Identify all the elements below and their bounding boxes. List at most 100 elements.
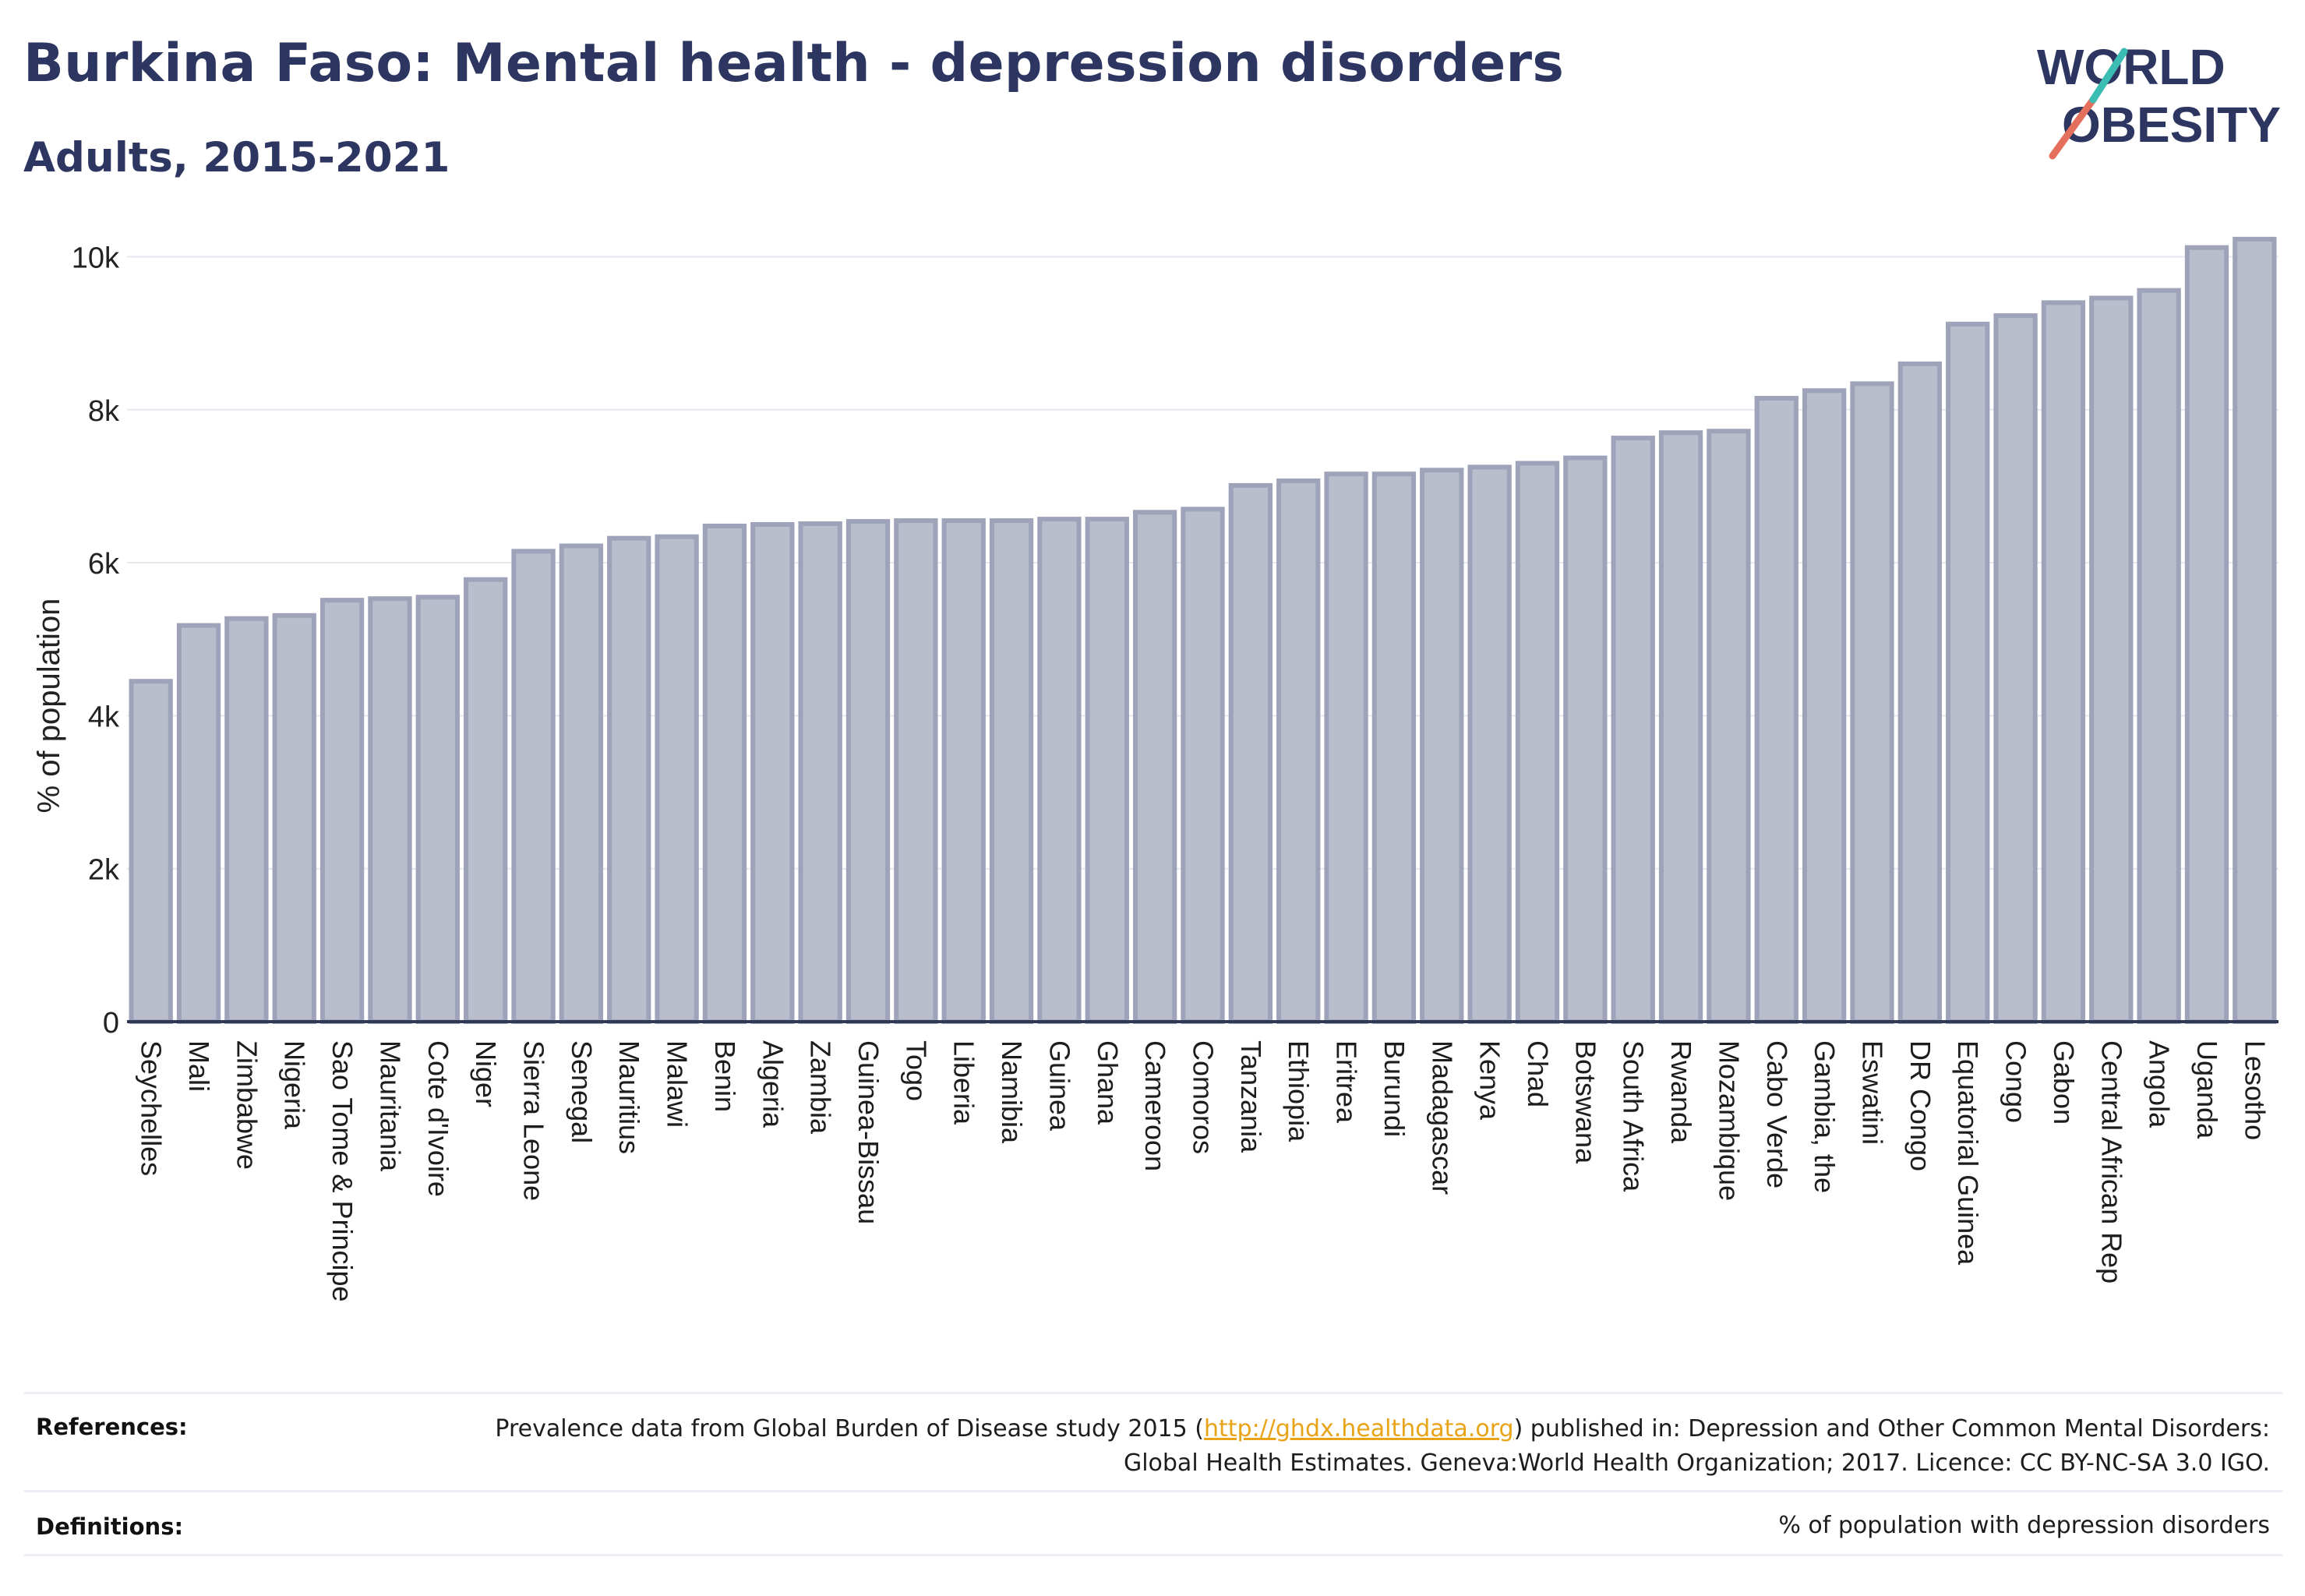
x-tick-label: Mauritania — [374, 1040, 406, 1172]
bar — [750, 521, 795, 1024]
bar — [2041, 300, 2086, 1025]
x-tick-label: Botswana — [1569, 1040, 1601, 1164]
x-tick-label: Liberia — [948, 1040, 980, 1125]
x-tick-label: Zambia — [805, 1040, 837, 1135]
bar — [1946, 321, 1990, 1024]
bar — [176, 623, 221, 1025]
x-tick-label: Burundi — [1378, 1040, 1410, 1137]
bar — [319, 598, 365, 1024]
x-tick-label: Lesotho — [2239, 1040, 2271, 1140]
references-text: Prevalence data from Global Burden of Di… — [478, 1412, 2270, 1481]
x-tick-label: Angola — [2144, 1040, 2176, 1128]
logo-slash-teal — [2089, 48, 2128, 104]
bar — [1467, 464, 1512, 1024]
logo-line-2: OBESITY — [2062, 97, 2281, 153]
x-tick-label: Mali — [183, 1040, 215, 1092]
x-tick-label: Cameroon — [1139, 1040, 1171, 1171]
x-tick-label: Mauritius — [613, 1040, 645, 1154]
bar — [1850, 381, 1894, 1024]
bar — [2089, 295, 2134, 1024]
bar — [1897, 361, 1942, 1024]
logo-slash-coral — [2049, 96, 2097, 160]
bar — [224, 616, 269, 1024]
x-tick-label: Guinea-Bissau — [852, 1040, 884, 1224]
bar — [607, 535, 651, 1024]
bar — [1658, 430, 1703, 1024]
bar — [2184, 245, 2229, 1024]
x-tick-label: Senegal — [566, 1040, 598, 1143]
y-tick-label: 4k — [88, 701, 120, 733]
x-axis-ticks: Seychelles Mali Zimbabwe Nigeria Sao Tome & … — [136, 1040, 2271, 1302]
x-tick-label: Tanzania — [1235, 1040, 1267, 1153]
x-tick-label: Ethiopia — [1283, 1040, 1315, 1142]
bar-chart: 0 2k 4k 6k 8k 10k Seychelles Mali Zimbabwe Niger… — [32, 236, 2279, 1302]
definitions-label: Definitions: — [36, 1513, 184, 1540]
definitions-text: % of population with depression disorder… — [1778, 1512, 2270, 1539]
x-tick-label: Madagascar — [1426, 1040, 1458, 1195]
bar — [1611, 436, 1655, 1024]
bar — [1754, 396, 1798, 1024]
y-tick-label: 10k — [72, 242, 120, 274]
x-tick-label: Cabo Verde — [1761, 1040, 1793, 1188]
bar — [1276, 478, 1321, 1024]
x-tick-label: Chad — [1522, 1040, 1554, 1107]
x-tick-label: Equatorial Guinea — [1952, 1040, 1984, 1266]
x-tick-label: Uganda — [2191, 1040, 2223, 1139]
footer-divider-top — [23, 1392, 2283, 1394]
x-tick-label: Namibia — [996, 1040, 1028, 1144]
bar — [655, 534, 699, 1024]
footer-divider-bottom — [23, 1554, 2283, 1556]
bar — [989, 518, 1034, 1024]
x-tick-label: Sao Tome & Principe — [327, 1040, 358, 1302]
bar — [464, 577, 508, 1024]
bar — [129, 679, 173, 1024]
x-tick-label: Nigeria — [279, 1040, 311, 1130]
x-tick-label: Sierra Leone — [518, 1040, 550, 1201]
bar — [1993, 313, 2038, 1025]
bar — [272, 613, 316, 1024]
x-tick-label: Benin — [709, 1040, 741, 1112]
bar — [1707, 429, 1751, 1024]
y-axis-label: % of population — [32, 598, 66, 814]
bar — [1515, 461, 1560, 1024]
logo-line-1: WORLD — [2037, 39, 2226, 95]
bar — [1563, 455, 1608, 1024]
footer-divider-middle — [23, 1490, 2283, 1492]
chart-title: Burkina Faso: Mental health - depression… — [23, 33, 1565, 94]
bar — [894, 518, 938, 1024]
bar — [1181, 507, 1225, 1024]
x-tick-label: Congo — [2000, 1040, 2032, 1123]
x-tick-label: Gambia, the — [1809, 1040, 1841, 1193]
bar — [798, 521, 842, 1024]
bar — [1228, 482, 1273, 1024]
y-tick-label: 0 — [103, 1007, 119, 1040]
bar — [2137, 288, 2181, 1024]
bar — [511, 549, 556, 1024]
x-tick-label: Togo — [900, 1040, 932, 1101]
references-text-before: Prevalence data from Global Burden of Di… — [495, 1415, 1204, 1442]
x-tick-label: Kenya — [1474, 1040, 1506, 1121]
bars — [129, 236, 2277, 1025]
bar — [415, 595, 460, 1024]
y-axis-ticks: 0 2k 4k 6k 8k 10k — [72, 242, 120, 1040]
references-link[interactable]: http://ghdx.healthdata.org — [1203, 1415, 1514, 1442]
x-tick-label: Malawi — [662, 1040, 694, 1128]
bar — [1371, 471, 1417, 1024]
y-tick-label: 8k — [88, 395, 120, 428]
bar — [1132, 510, 1177, 1024]
x-tick-label: Seychelles — [136, 1040, 168, 1176]
bar — [1802, 388, 1847, 1024]
x-tick-label: Zimbabwe — [231, 1040, 263, 1170]
bar — [2233, 236, 2277, 1025]
x-tick-label: Gabon — [2048, 1040, 2080, 1125]
bar — [1420, 468, 1464, 1024]
x-tick-label: Eritrea — [1331, 1040, 1363, 1124]
x-tick-label: South Africa — [1618, 1040, 1650, 1192]
bar — [1037, 517, 1082, 1024]
x-tick-label: Algeria — [757, 1040, 789, 1128]
y-tick-label: 6k — [88, 548, 120, 581]
x-tick-label: Rwanda — [1665, 1040, 1697, 1144]
bar — [559, 543, 604, 1024]
bar — [845, 519, 891, 1024]
x-tick-label: Mozambique — [1713, 1040, 1745, 1201]
